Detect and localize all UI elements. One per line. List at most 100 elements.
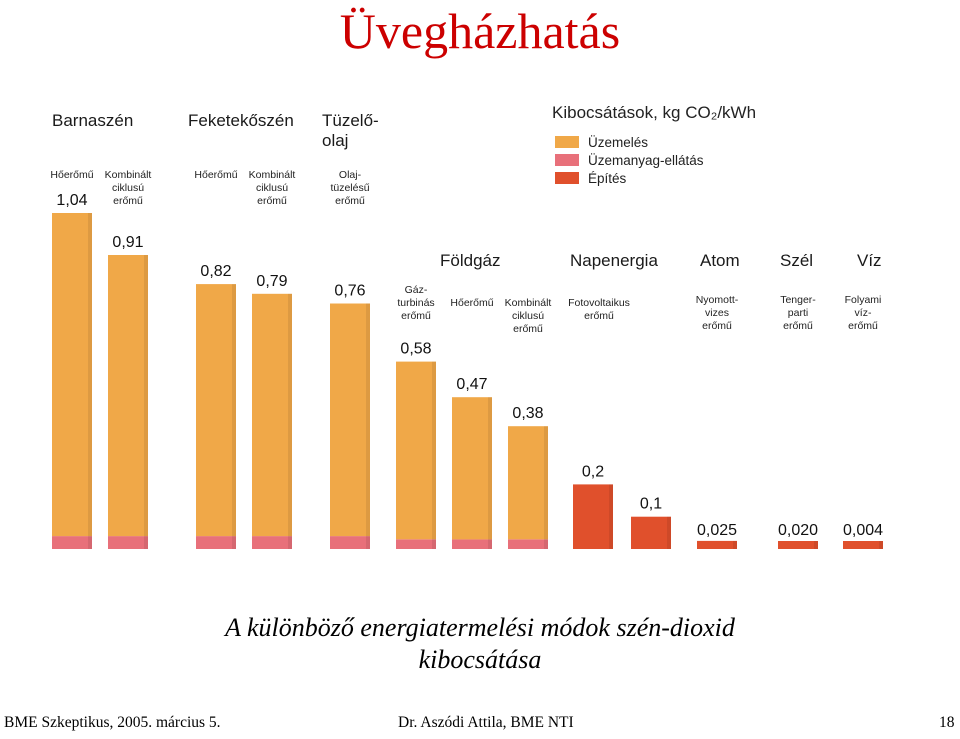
bar-segment [52,213,92,537]
category-label: ciklusú [256,182,288,194]
category-label: ciklusú [112,182,144,194]
bar-shade [609,484,613,549]
bar-segment [330,303,370,537]
bar-segment [52,536,92,549]
bar-shade [232,284,236,549]
value-label: 0,79 [256,273,287,290]
category-label: Kombinált [105,169,152,181]
bar-segment [252,293,292,537]
bar-segment [778,541,818,549]
category-label: vizes [705,307,729,319]
category-label: víz- [855,307,872,319]
bar-segment [843,541,883,549]
bar-shade [432,361,436,549]
group-labels: Barnaszén Feketekőszén Tüzelő-olaj Földgáz N… [52,111,882,270]
category-label: erőmű [401,310,431,322]
value-label: 0,91 [112,234,143,251]
bar-shade [288,293,292,549]
value-label: 0,2 [582,463,604,480]
value-label: 0,47 [456,376,487,393]
legend-label: Üzemelés [588,135,648,150]
bar-segment [697,540,737,549]
bar-segment [196,284,236,537]
bar-shade [544,426,548,549]
value-label: 0,004 [843,522,883,539]
footer-left: BME Szkeptikus, 2005. március 5. [4,714,221,731]
slide-title: Üvegházhatás [339,3,621,59]
group-label: olaj [322,131,348,150]
category-label: erőmű [702,320,732,332]
value-label: 0,82 [200,263,231,280]
category-label: Hőerőmű [450,297,493,309]
bar-segment [108,255,148,537]
category-label: erőmű [513,323,543,335]
category-label: Gáz- [405,284,428,296]
category-label: Fotovoltaikus [568,297,630,309]
bar-segment [631,516,671,549]
category-label: erőmű [783,320,813,332]
value-label: 0,025 [697,522,737,539]
bar-segment [396,539,436,549]
bar-segment [508,539,548,549]
group-label: Atom [700,251,740,270]
group-label: Napenergia [570,251,658,270]
footer-page-number: 18 [939,714,955,731]
bar-segment [452,539,492,549]
category-label: erőmű [584,310,614,322]
legend-swatch [555,172,579,184]
caption: A különböző energiatermelési módok szén-… [0,612,960,676]
category-label: ciklusú [512,310,544,322]
category-label: Nyomott- [696,294,739,306]
category-label: Kombinált [505,297,552,309]
group-label: Feketekőszén [188,111,294,130]
bar-segment [396,361,436,540]
bar-segment [452,397,492,540]
chart-title: Kibocsátások, kg CO₂/kWh [552,103,756,122]
category-label: parti [788,307,808,319]
legend-swatch [555,154,579,166]
category-label: Hőerőmű [194,169,237,181]
value-label: 0,1 [640,496,662,513]
value-label: 0,76 [334,282,365,299]
category-label: erőmű [113,195,143,207]
group-label: Földgáz [440,251,500,270]
category-label: erőmű [335,195,365,207]
category-label: turbinás [397,297,434,309]
co2-emissions-chart: Barnaszén Feketekőszén Tüzelő-olaj Földgáz N… [50,103,883,549]
bars [52,213,883,549]
legend-swatch [555,136,579,148]
bar-shade [488,397,492,549]
category-label: Tenger- [780,294,816,306]
value-label: 0,38 [512,405,543,422]
bar-shade [814,541,818,549]
bar-shade [144,255,148,549]
bar-shade [667,516,671,549]
value-label: 0,020 [778,522,818,539]
value-label: 1,04 [56,192,87,209]
caption-line-1: A különböző energiatermelési módok szén-… [225,613,735,642]
category-label: erőmű [848,320,878,332]
category-label: Olaj- [339,169,362,181]
group-label: Tüzelő- [322,111,379,130]
bar-shade [88,213,92,549]
category-label: erőmű [257,195,287,207]
bar-segment [196,536,236,549]
bar-segment [330,536,370,549]
category-label: Hőerőmű [50,169,93,181]
bar-segment [573,484,613,549]
category-label: tüzelésű [330,182,369,194]
legend-label: Építés [588,171,627,186]
category-label: Kombinált [249,169,296,181]
value-label: 0,58 [400,341,431,358]
bar-segment [252,536,292,549]
group-label: Víz [857,251,882,270]
group-label: Szél [780,251,813,270]
legend: Kibocsátások, kg CO₂/kWh Üzemelés Üzemany… [552,103,756,186]
footer-center: Dr. Aszódi Attila, BME NTI [398,714,574,731]
bar-shade [366,303,370,549]
bar-shade [879,541,883,549]
bar-shade [733,540,737,549]
value-labels: 1,04 0,91 0,82 0,79 0,76 0,58 0,47 0,38 0,2 0,1 0,… [56,192,883,539]
caption-line-2: kibocsátása [418,645,542,674]
